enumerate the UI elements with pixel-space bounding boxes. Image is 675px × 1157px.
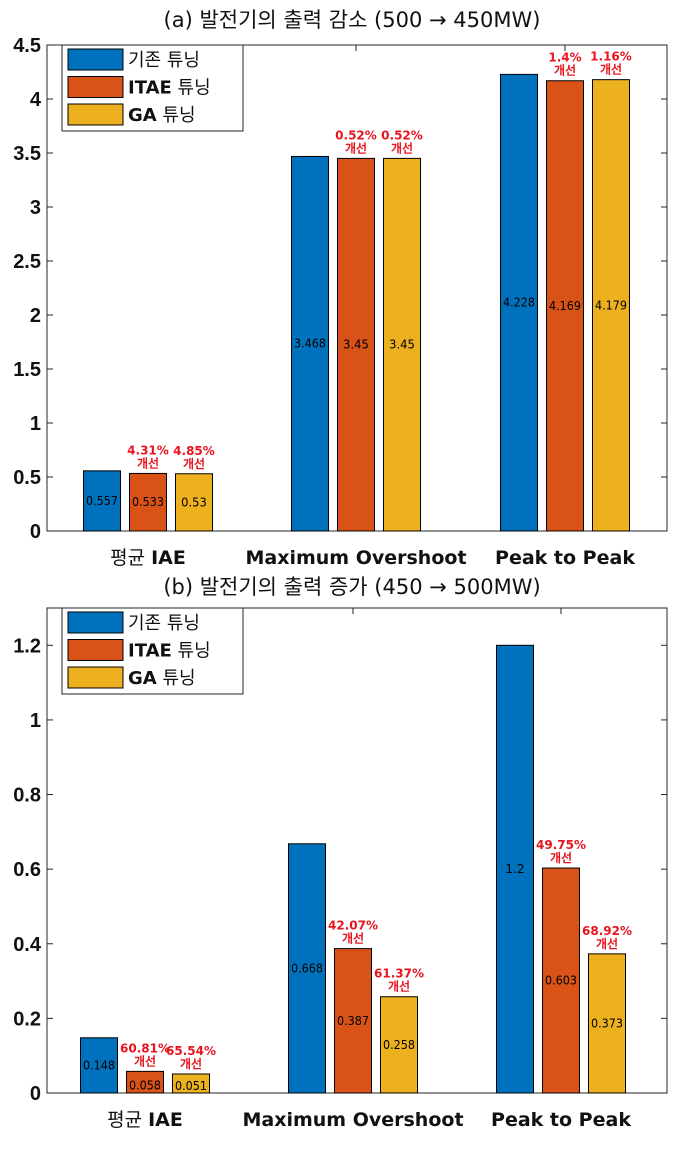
chart-a-ytick-label: 4 [30,89,42,111]
chart-b-bar [496,644,534,1094]
chart-b-bar [172,1073,210,1094]
chart-b-legend-swatch [67,611,124,634]
chart-b-improvement-annotation: 65.54% 개선 [166,1044,216,1071]
chart-a-bar [500,73,538,532]
chart-b-bar [380,996,418,1094]
chart-a-legend-label: ITAE 튜닝 [128,78,211,99]
chart-b-improvement-annotation: 61.37% 개선 [374,967,424,994]
chart-b-improvement-annotation: 49.75% 개선 [536,838,586,865]
chart-a-ytick-label: 4.5 [13,35,41,57]
chart-b-value-label: 0.051 [175,1079,207,1093]
chart-b-legend: 기존 튜닝 ITAE 튜닝 GA 튜닝 [61,607,244,695]
chart-a-bar [175,473,213,532]
chart-b-value-label: 0.258 [383,1038,415,1052]
chart-b-value-label: 0.603 [545,974,577,988]
chart-a-xtick-label: Maximum Overshoot [245,547,466,569]
chart-a-value-label: 4.179 [595,298,627,312]
chart-a-ytick-label: 3 [30,197,41,219]
chart-b-bar [126,1070,164,1094]
chart-a-value-label: 3.45 [389,338,415,352]
chart-b-bar [334,948,372,1094]
chart-a-ytick-label: 2.5 [13,251,41,273]
chart-b-value-label: 1.2 [505,862,524,876]
chart-b-ytick-label: 0.4 [13,934,42,956]
chart-b-ytick-label: 0 [30,1083,41,1105]
chart-b-title: (b) 발전기의 출력 증가 (450 → 500MW) [163,575,540,599]
chart-b-xtick-label: 평균 IAE [107,1109,183,1131]
chart-b-ytick-label: 1.2 [13,635,41,657]
chart-a-title: (a) 발전기의 출력 감소 (500 → 450MW) [164,8,541,32]
chart-a-improvement-annotation: 4.85% 개선 [173,444,215,471]
chart-b-ytick-label: 0.8 [13,785,41,807]
chart-b-bar [80,1037,118,1094]
chart-a-improvement-annotation: 1.16% 개선 [590,50,632,77]
chart-b-xtick-label: Maximum Overshoot [242,1109,463,1131]
chart-a-legend-label: GA 튜닝 [128,105,196,126]
chart-a-bar [83,470,121,532]
chart-b-bar [588,953,626,1094]
chart-b-value-label: 0.373 [591,1016,623,1030]
chart-a-improvement-annotation: 4.31% 개선 [127,443,169,470]
chart-a-ytick-label: 3.5 [13,143,41,165]
chart-a-value-label: 0.557 [86,494,118,508]
chart-b-ytick-label: 0.2 [13,1008,41,1030]
chart-a-value-label: 4.169 [549,299,581,313]
chart-b-bar [288,843,326,1094]
chart-b-legend-swatch [67,666,124,689]
chart-b-xtick-label: Peak to Peak [491,1109,631,1131]
chart-a-value-label: 3.45 [343,338,369,352]
chart-a-ytick-label: 2 [30,305,41,327]
chart-a-ytick-label: 0 [30,521,41,543]
chart-a-value-label: 0.53 [181,495,207,509]
chart-b-value-label: 0.148 [83,1058,115,1072]
chart-a-improvement-annotation: 1.4% 개선 [548,51,581,78]
chart-b: (b) 발전기의 출력 증가 (450 → 500MW) 00.20.40.60… [13,575,668,1131]
chart-a-bar [291,155,329,532]
chart-b-legend-label: 기존 튜닝 [128,613,200,634]
chart-b-legend-label: ITAE 튜닝 [128,641,211,662]
chart-a-xtick-label: Peak to Peak [495,547,635,569]
chart-b-ytick-label: 0.6 [13,859,41,881]
chart-a-value-label: 0.533 [132,495,164,509]
chart-b-ytick-label: 1 [30,710,41,732]
chart-a-improvement-annotation: 0.52% 개선 [381,128,423,155]
chart-b-improvement-annotation: 68.92% 개선 [582,924,632,951]
chart-a-legend: 기존 튜닝 ITAE 튜닝 GA 튜닝 [61,44,244,132]
chart-a-bar [337,157,375,532]
chart-b-improvement-annotation: 42.07% 개선 [328,919,378,946]
chart-b-value-label: 0.058 [129,1078,161,1092]
chart-a-bar [129,472,167,532]
chart-a-legend-label: 기존 튜닝 [128,50,200,71]
chart-b-legend-swatch [67,639,124,661]
chart-a-bar [546,80,584,532]
chart-a-value-label: 3.468 [294,337,326,351]
chart-a-bar [383,157,421,532]
chart-b-bar [542,867,580,1094]
chart-a-improvement-annotation: 0.52% 개선 [335,128,377,155]
chart-a-ytick-label: 1.5 [13,359,41,381]
chart-b-value-label: 0.668 [291,961,323,975]
chart-b-value-label: 0.387 [337,1014,369,1028]
chart-a-legend-swatch [67,76,124,98]
chart-b-legend-label: GA 튜닝 [128,668,196,689]
chart-a-legend-swatch [67,103,124,126]
chart-a-legend-swatch [67,48,124,71]
chart-b-improvement-annotation: 60.81% 개선 [120,1041,170,1068]
chart-a-ytick-label: 0.5 [13,467,41,489]
chart-a-value-label: 4.228 [503,296,535,310]
chart-a: (a) 발전기의 출력 감소 (500 → 450MW) 0 0.5 1 1.5 2 2.… [13,8,668,569]
chart-a-ytick-label: 1 [30,413,41,435]
chart-a-bar [592,79,630,532]
chart-a-xtick-label: 평균 IAE [110,547,186,569]
